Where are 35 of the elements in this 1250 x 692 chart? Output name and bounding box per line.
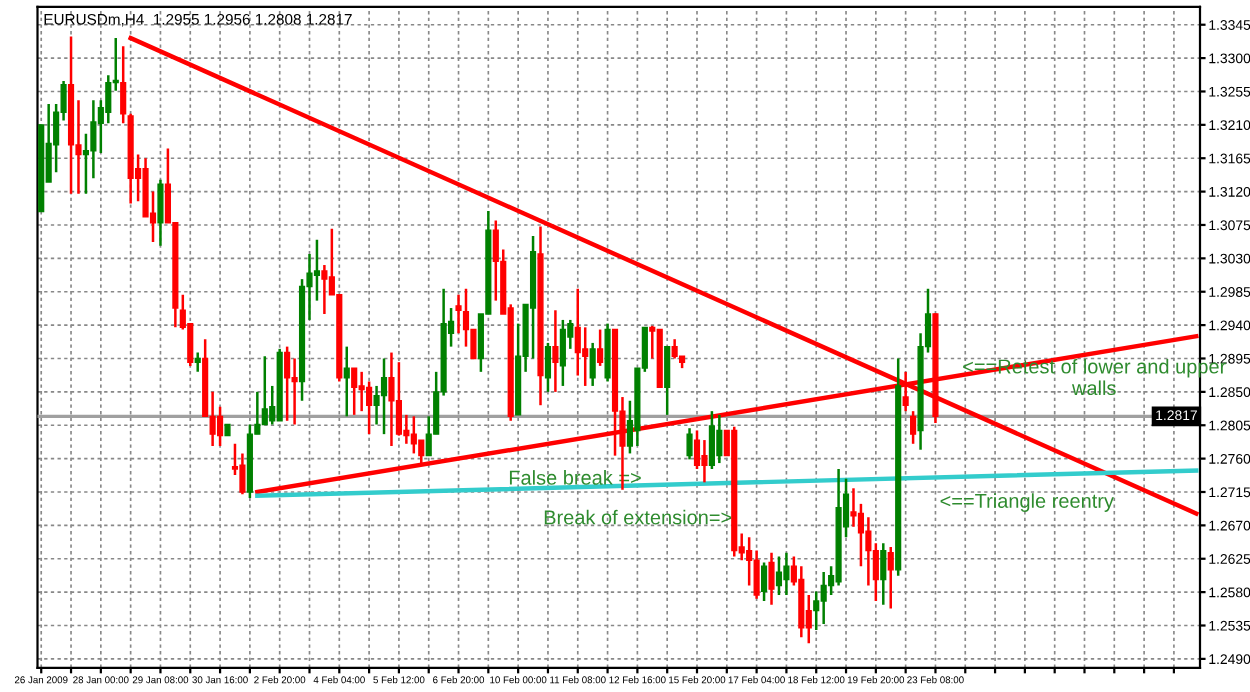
- candlestick: [820, 570, 827, 626]
- candlestick: [552, 309, 559, 394]
- candlestick: [589, 341, 596, 388]
- candlestick: [701, 438, 708, 484]
- candlestick: [351, 366, 358, 417]
- candlestick: [388, 351, 395, 448]
- candlestick: [291, 357, 298, 426]
- candlestick: [753, 549, 760, 601]
- candlestick: [760, 561, 768, 603]
- annotation: <==Triangle reentry: [940, 493, 1114, 512]
- candlestick: [410, 415, 417, 455]
- candlestick: [887, 545, 894, 610]
- candlestick: [664, 345, 671, 417]
- candlestick: [768, 551, 775, 606]
- candlestick: [343, 345, 350, 418]
- candlestick: [380, 357, 388, 436]
- candlestick: [716, 413, 723, 465]
- candlestick: [775, 555, 783, 597]
- candlestick: [902, 370, 909, 413]
- candlestick: [686, 426, 693, 461]
- candlestick: [239, 452, 246, 496]
- candlestick: [157, 178, 164, 247]
- candlestick: [284, 345, 291, 423]
- candlestick: [880, 541, 887, 606]
- candlestick: [671, 337, 678, 360]
- candlestick: [910, 409, 917, 446]
- candlestick: [194, 351, 201, 374]
- candlestick: [597, 328, 604, 368]
- candlestick: [120, 44, 127, 125]
- candlestick: [559, 318, 566, 388]
- candlestick: [366, 380, 373, 436]
- candlestick: [783, 551, 790, 597]
- candlestick: [321, 263, 328, 316]
- candlestick: [544, 341, 552, 394]
- candlestick: [708, 409, 715, 471]
